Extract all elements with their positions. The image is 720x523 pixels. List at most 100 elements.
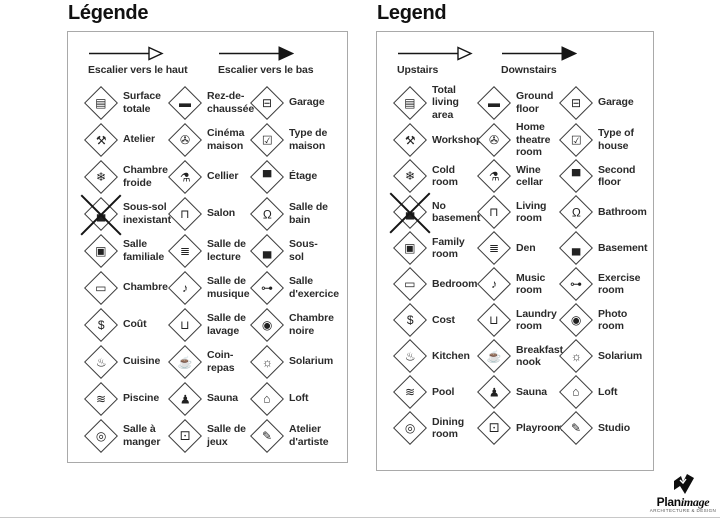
- logo-image-text: image: [680, 495, 710, 509]
- diamond-outline: ▤: [84, 85, 118, 120]
- legend-item-label: Salle à manger: [123, 423, 161, 448]
- type-of-house-icon: ☑: [250, 122, 284, 157]
- icon-glyph: ⊟: [570, 95, 582, 110]
- diamond-outline: ▄: [250, 233, 284, 268]
- icon-glyph: ≣: [179, 243, 191, 258]
- legend-item-label: Loft: [598, 386, 618, 399]
- legend-item-family-room: ▣ Family room: [393, 231, 478, 266]
- icon-glyph: ⊔: [489, 313, 499, 328]
- cost-icon: $: [393, 303, 427, 338]
- dining-room-icon: ◎: [393, 411, 427, 446]
- legend-item-solarium: ☼ Solarium: [250, 344, 333, 379]
- legend-item-sauna: ♟ Sauna: [168, 381, 251, 416]
- bedroom-icon: ▭: [393, 267, 427, 302]
- legend-item-label: Cinéma maison: [207, 127, 245, 152]
- music-room-icon: ♪: [477, 267, 511, 302]
- diamond-outline: ≋: [393, 375, 427, 410]
- diamond-outline: ⊓: [168, 196, 202, 231]
- legend-item-label: Chambre: [123, 281, 168, 294]
- legend-item-total-living-area: ▤ Surface totale: [84, 85, 169, 120]
- playroom-icon: ⚀: [168, 418, 202, 453]
- icon-glyph: ✎: [570, 421, 582, 436]
- legend-item-music-room: ♪ Salle de musique: [168, 270, 251, 305]
- legend-item-laundry-room: ⊔ Salle de lavage: [168, 307, 251, 342]
- icon-glyph: ◉: [570, 313, 582, 328]
- icon-glyph: ⊓: [180, 206, 190, 221]
- photo-room-icon: ◉: [250, 307, 284, 342]
- diamond-outline: ❄: [84, 159, 118, 194]
- den-icon: ≣: [168, 233, 202, 268]
- icon-glyph: ⌂: [572, 385, 580, 400]
- diamond-outline: ✎: [559, 411, 593, 446]
- legend-panel-fr: Légende Escalier vers le haut Escalier v…: [67, 2, 348, 463]
- diamond-outline: ◎: [393, 411, 427, 446]
- icon-glyph: ▬: [488, 95, 500, 110]
- diamond-outline: ⚒: [393, 122, 427, 157]
- diamond-outline: ⚗: [477, 159, 511, 194]
- diamond-outline: ▣: [84, 233, 118, 268]
- diamond-outline: ▬: [477, 85, 511, 120]
- diamond-outline: ▄: [84, 196, 118, 231]
- family-room-icon: ▣: [84, 233, 118, 268]
- legend-item-label: Playroom: [516, 422, 564, 435]
- legend-panel-box: Escalier vers le haut Escalier vers le b…: [67, 31, 348, 463]
- legend-item-label: Cost: [432, 314, 455, 327]
- icon-glyph: ◉: [261, 317, 273, 332]
- diamond-outline: ⊶: [559, 267, 593, 302]
- icon-glyph: ⊔: [180, 317, 190, 332]
- legend-item-label: Type de maison: [289, 127, 328, 152]
- legend-panel-box: Upstairs Downstairs ▤ Total living area: [376, 31, 654, 471]
- legend-item-label: Salle d'exercice: [289, 275, 339, 300]
- stair-arrows: Upstairs Downstairs: [397, 46, 653, 76]
- stairs-down-legend: Escalier vers le bas: [218, 46, 330, 76]
- legend-item-label: Kitchen: [432, 350, 470, 363]
- icon-glyph: ▄: [96, 206, 106, 221]
- legend-item-dining-room: ◎ Dining room: [393, 411, 478, 446]
- stairs-up-arrow-icon: [89, 46, 164, 61]
- legend-item-exercise-room: ⊶ Salle d'exercice: [250, 270, 339, 305]
- legend-item-label: Studio: [598, 422, 631, 435]
- home-theatre-icon: ✇: [477, 122, 511, 157]
- no-basement-icon: ▄: [393, 195, 427, 230]
- icon-glyph: $: [406, 313, 414, 328]
- legend-item-ground-floor: ▬ Ground floor: [477, 85, 560, 120]
- legend-panel-en: Legend Upstairs Downstairs: [376, 2, 654, 471]
- workshop-icon: ⚒: [393, 122, 427, 157]
- bathroom-icon: Ω: [250, 196, 284, 231]
- diamond-outline: ⊔: [477, 303, 511, 338]
- icon-glyph: ◎: [95, 428, 107, 443]
- dining-room-icon: ◎: [84, 418, 118, 453]
- loft-icon: ⌂: [559, 375, 593, 410]
- legend-item-loft: ⌂ Loft: [559, 375, 638, 410]
- legend-item-label: Basement: [598, 242, 648, 255]
- legend-item-wine-cellar: ⚗ Cellier: [168, 159, 251, 194]
- legend-item-basement: ▄ Sous-sol: [250, 233, 329, 268]
- icon-glyph: $: [97, 317, 105, 332]
- legend-item-living-room: ⊓ Living room: [477, 195, 560, 230]
- legend-item-pool: ≋ Pool: [393, 375, 478, 410]
- icon-glyph: ✎: [261, 428, 273, 443]
- diamond-outline: ≣: [168, 233, 202, 268]
- legend-item-label: Salle de jeux: [207, 423, 246, 448]
- diamond-outline: ♟: [168, 381, 202, 416]
- legend-item-bedroom: ▭ Chambre: [84, 270, 169, 305]
- legend-item-label: Den: [516, 242, 536, 255]
- icon-glyph: ☑: [570, 132, 582, 147]
- icon-glyph: ▭: [95, 280, 107, 295]
- legend-item-label: Second floor: [598, 163, 636, 189]
- icon-glyph: ☼: [570, 349, 582, 364]
- legend-item-home-theatre: ✇ Home theatre room: [477, 121, 560, 158]
- legend-item-label: Breakfast nook: [516, 343, 563, 369]
- legend-item-cold-room: ❄ Chambre froide: [84, 159, 169, 194]
- icon-glyph: ✇: [179, 132, 191, 147]
- diamond-outline: ☑: [559, 122, 593, 157]
- planimage-mark-icon: [674, 474, 694, 494]
- legend-item-label: Bathroom: [598, 206, 647, 219]
- diamond-outline: ☕: [168, 344, 202, 379]
- diamond-outline: ⊟: [559, 85, 593, 120]
- icon-glyph: ▭: [404, 277, 416, 292]
- bedroom-icon: ▭: [84, 270, 118, 305]
- legend-item-type-of-house: ☑ Type de maison: [250, 122, 329, 157]
- legend-item-cost: $ Coût: [84, 307, 169, 342]
- icon-glyph: ⚗: [179, 169, 191, 184]
